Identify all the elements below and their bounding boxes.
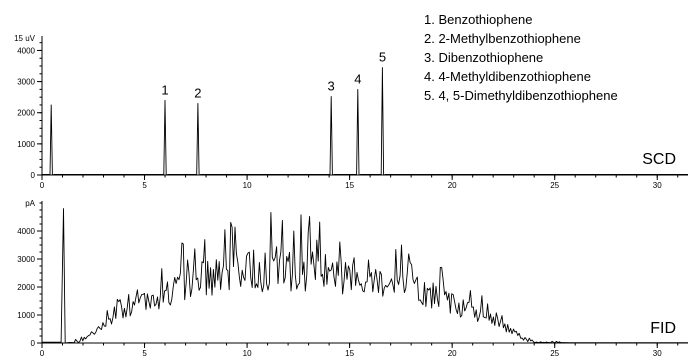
- scd-axes: 0 5 10 15 20 25 30 0 1000 2000 3000 4000 1 2 3 4 5: [17, 36, 688, 190]
- fid-x-tick-label: 0: [40, 349, 45, 358]
- scd-legend-item: 1. Benzothiophene: [424, 12, 532, 27]
- scd-x-tick-label: 0: [40, 181, 45, 190]
- scd-x-tick-label: 10: [243, 181, 252, 190]
- fid-y-tick-label: 1000: [17, 311, 35, 320]
- fid-x-tick-label: 20: [448, 349, 457, 358]
- fid-axes: 0 5 10 15 20 25 30 0 1000 2000 3000 4000: [17, 201, 688, 358]
- scd-legend-item: 4. 4-Methyldibenzothiophene: [424, 69, 591, 84]
- fid-y-tick-label: 2000: [17, 283, 35, 292]
- scd-x-tick-label: 25: [550, 181, 559, 190]
- scd-y-tick-label: 0: [31, 171, 36, 180]
- scd-y-tick-label: 4000: [17, 46, 35, 55]
- scd-legend-item: 2. 2-Methylbenzothiophene: [424, 31, 581, 46]
- fid-x-tick-label: 10: [243, 349, 252, 358]
- fid-trace: [42, 208, 688, 344]
- scd-peak-label: 3: [328, 79, 335, 94]
- fid-panel: pA 0 5 10 15 20 25 30 0 1000 2000 3000 4000 FID: [17, 199, 688, 358]
- scd-peak-label: 1: [161, 82, 168, 97]
- fid-y-tick-label: 4000: [17, 227, 35, 236]
- scd-y-tick-label: 1000: [17, 140, 35, 149]
- scd-legend-item: 3. Dibenzothiophene: [424, 50, 543, 65]
- scd-legend: 1. Benzothiophene 2. 2-Methylbenzothiophe…: [424, 12, 618, 103]
- scd-y-unit-label: 15 uV: [14, 34, 36, 43]
- fid-x-tick-label: 30: [653, 349, 662, 358]
- fid-detector-label: FID: [650, 320, 676, 337]
- fid-y-tick-label: 0: [31, 339, 36, 348]
- scd-peak-label: 4: [354, 71, 361, 86]
- scd-x-tick-label: 5: [142, 181, 147, 190]
- scd-x-tick-label: 30: [653, 181, 662, 190]
- scd-x-tick-label: 15: [345, 181, 354, 190]
- scd-peak-label: 5: [379, 50, 386, 65]
- fid-x-tick-label: 25: [550, 349, 559, 358]
- scd-y-tick-label: 2000: [17, 109, 35, 118]
- fid-x-tick-label: 15: [345, 349, 354, 358]
- scd-legend-item: 5. 4, 5-Dimethyldibenzothiophene: [424, 88, 618, 103]
- scd-trace: [42, 67, 688, 176]
- scd-peak-label: 2: [194, 85, 201, 100]
- fid-x-tick-label: 5: [142, 349, 147, 358]
- fid-y-tick-label: 3000: [17, 255, 35, 264]
- scd-y-tick-label: 3000: [17, 78, 35, 87]
- scd-x-tick-label: 20: [448, 181, 457, 190]
- scd-detector-label: SCD: [642, 151, 676, 168]
- fid-y-unit-label: pA: [25, 199, 35, 208]
- scd-panel: 15 uV 0 5 10 15 20 25 30 0 1000 2000 3000 4000 1 2 3 4 5…: [14, 12, 688, 190]
